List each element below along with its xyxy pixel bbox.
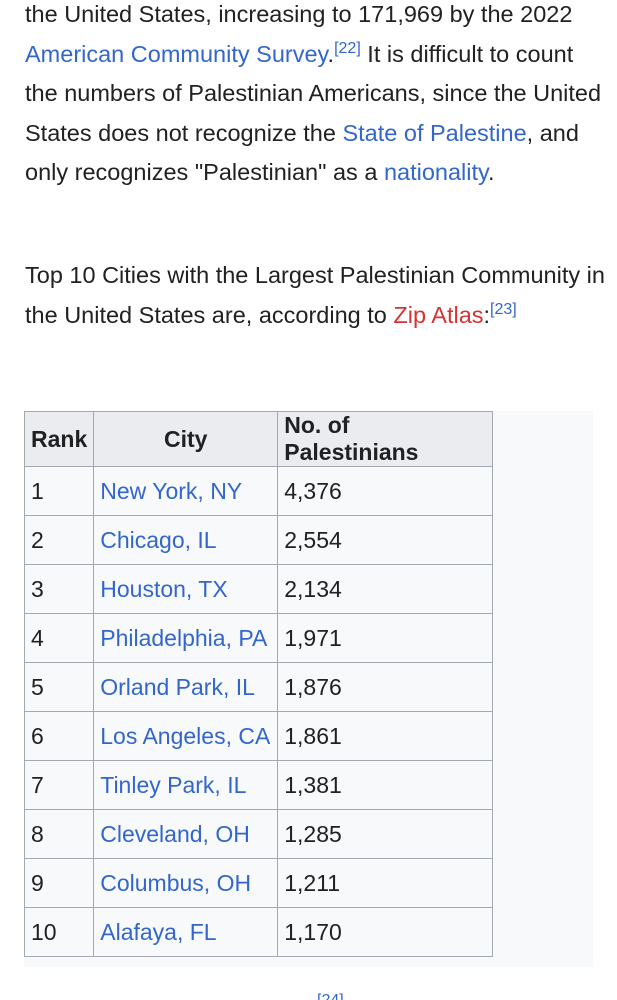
paragraph-text: It is difficult to count the numbers of … [25,40,602,146]
city-link[interactable]: Philadelphia, PA [100,624,268,651]
cell-rank: 1 [23,466,95,516]
reference-22[interactable]: [22] [334,39,361,57]
cell-count: 1,211 [277,858,494,908]
cell-rank: 4 [23,613,95,663]
city-link[interactable]: Orland Park, IL [100,673,255,700]
cell-count: 2,554 [277,515,494,565]
table-header-row: Rank City No. of Palestinians [23,411,494,467]
table-body: 1 New York, NY 4,376 2 Chicago, IL 2,554 3 Hous… [23,466,494,957]
city-link[interactable]: Tinley Park, IL [100,771,247,798]
cell-count: 1,876 [277,662,494,712]
table-row: 5 Orland Park, IL 1,876 [23,662,494,712]
cell-rank: 7 [23,760,95,810]
cell-rank: 5 [23,662,95,712]
column-header-city: City [93,411,279,467]
city-link[interactable]: Los Angeles, CA [100,722,271,749]
link-nationality[interactable]: nationality [383,159,489,185]
paragraph-text: . [488,159,495,185]
city-link[interactable]: Houston, TX [100,575,228,602]
cell-count: 2,134 [277,564,494,614]
city-link[interactable]: Cleveland, OH [100,820,250,847]
city-link[interactable]: Alafaya, FL [100,918,217,945]
article-paragraph: Top 10 Cities with the Largest Palestini… [25,256,605,335]
cell-rank: 2 [23,515,95,565]
cell-rank: 8 [23,809,95,859]
table-row: 7 Tinley Park, IL 1,381 [23,760,494,810]
cell-rank: 3 [23,564,95,614]
cell-city: Tinley Park, IL [93,760,279,810]
paragraph-text: , and only recognizes "Palestinian" as a [25,119,579,186]
paragraph-text: Top 10 Cities with the Largest Palestini… [25,262,605,328]
cell-city: Chicago, IL [93,515,279,565]
next-paragraph-partial: [24] [25,987,605,1000]
table-row: 8 Cleveland, OH 1,285 [23,809,494,859]
paragraph-text: the United States, increasing to 171,969… [25,1,573,27]
cell-count: 1,971 [277,613,494,663]
city-link[interactable]: Columbus, OH [100,869,252,896]
cell-city: Houston, TX [93,564,279,614]
link-zip-atlas[interactable]: Zip Atlas [393,301,484,328]
table-row: 2 Chicago, IL 2,554 [23,515,494,565]
cell-city: Columbus, OH [93,858,279,908]
cell-rank: 9 [23,858,95,908]
cities-table: Rank City No. of Palestinians 1 New York,… [23,411,494,957]
cell-city: Philadelphia, PA [93,613,279,663]
table-row: 3 Houston, TX 2,134 [23,564,494,614]
cell-count: 1,861 [277,711,494,761]
column-header-count: No. of Palestinians [277,411,494,467]
table-row: 1 New York, NY 4,376 [23,466,494,516]
link-american-community-survey[interactable]: American Community Survey [25,40,328,67]
cell-city: Alafaya, FL [93,907,279,957]
table-row: 9 Columbus, OH 1,211 [23,858,494,908]
link-state-of-palestine[interactable]: State of Palestine [342,119,527,146]
cell-city: Orland Park, IL [93,662,279,712]
table-scroll-container[interactable]: Rank City No. of Palestinians 1 New York,… [23,411,593,967]
cell-rank: 10 [23,907,95,957]
table-row: 6 Los Angeles, CA 1,861 [23,711,494,761]
paragraph-text: . [327,40,335,67]
city-link[interactable]: Chicago, IL [100,526,217,553]
cell-city: Cleveland, OH [93,809,279,859]
column-header-rank: Rank [23,411,95,467]
cell-city: New York, NY [93,466,279,516]
reference-23[interactable]: [23] [490,300,517,318]
paragraph-text: : [483,301,491,328]
article-paragraph: the United States, increasing to 171,969… [25,0,605,193]
cell-count: 4,376 [277,466,494,516]
cell-city: Los Angeles, CA [93,711,279,761]
cell-count: 1,381 [277,760,494,810]
reference-24[interactable]: [24] [317,992,344,1000]
cell-rank: 6 [23,711,95,761]
table-row: 10 Alafaya, FL 1,170 [23,907,494,957]
cell-count: 1,285 [277,809,494,859]
cell-count: 1,170 [277,907,494,957]
city-link[interactable]: New York, NY [100,477,243,504]
table-row: 4 Philadelphia, PA 1,971 [23,613,494,663]
